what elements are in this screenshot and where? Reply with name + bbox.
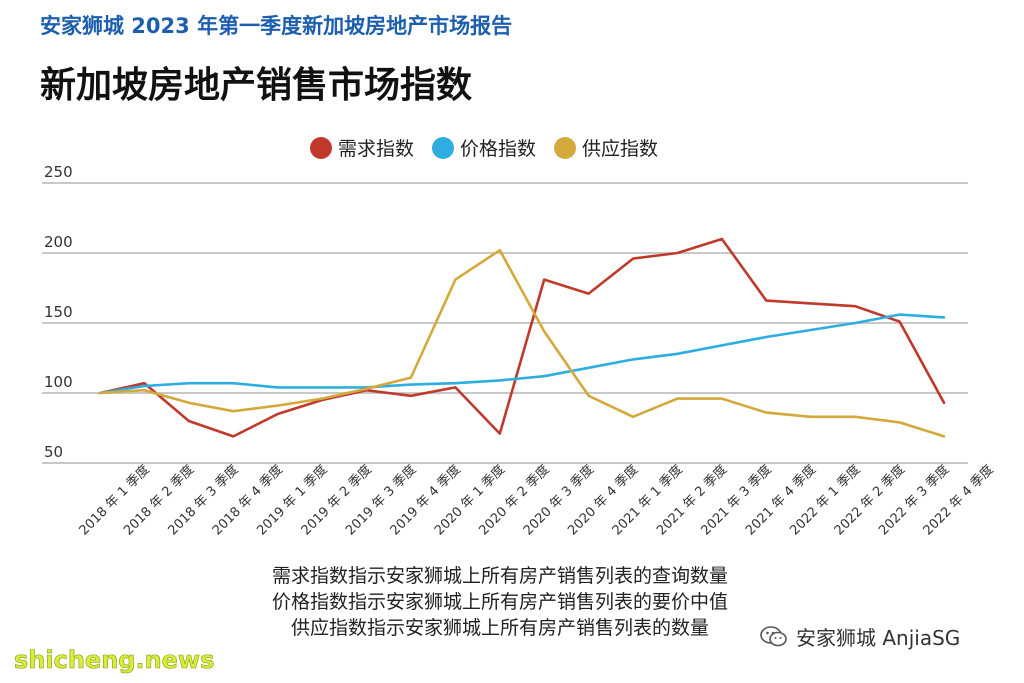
legend-swatch-price — [432, 136, 455, 159]
brand-label: 安家狮城 AnjiaSG — [796, 626, 961, 650]
y-tick-label: 200 — [44, 233, 73, 251]
y-tick-label: 50 — [44, 443, 63, 461]
legend-label-price: 价格指数 — [460, 138, 537, 160]
brand-mark: 安家狮城 AnjiaSG — [760, 622, 960, 651]
note-supply: 供应指数指示安家狮城上所有房产销售列表的数量 — [290, 617, 709, 639]
report-header-title: 安家狮城 2023 年第一季度新加坡房地产市场报告 — [40, 14, 513, 38]
chart-legend: 需求指数 价格指数 供应指数 — [310, 134, 658, 161]
y-tick-label: 100 — [44, 373, 73, 391]
wechat-icon — [760, 625, 788, 649]
legend-swatch-supply — [554, 136, 577, 159]
legend-item-supply: 供应指数 — [554, 134, 658, 161]
y-tick-label: 150 — [44, 303, 73, 321]
legend-item-demand: 需求指数 — [310, 134, 414, 161]
note-price: 价格指数指示安家狮城上所有房产销售列表的要价中值 — [271, 591, 728, 613]
legend-label-supply: 供应指数 — [582, 138, 659, 160]
legend-label-demand: 需求指数 — [338, 138, 415, 160]
chart-title: 新加坡房地产销售市场指数 — [40, 65, 473, 106]
series-line-1 — [98, 313, 946, 395]
watermark-text: shicheng.news — [14, 646, 215, 675]
y-tick-label: 250 — [44, 163, 73, 181]
note-demand: 需求指数指示安家狮城上所有房产销售列表的查询数量 — [271, 565, 728, 587]
series-line-0 — [98, 237, 946, 438]
legend-swatch-demand — [310, 136, 332, 159]
series-line-2 — [98, 248, 946, 438]
chart-notes: 需求指数指示安家狮城上所有房产销售列表的查询数量 价格指数指示安家狮城上所有房产… — [200, 563, 800, 641]
legend-item-price: 价格指数 — [432, 134, 536, 161]
